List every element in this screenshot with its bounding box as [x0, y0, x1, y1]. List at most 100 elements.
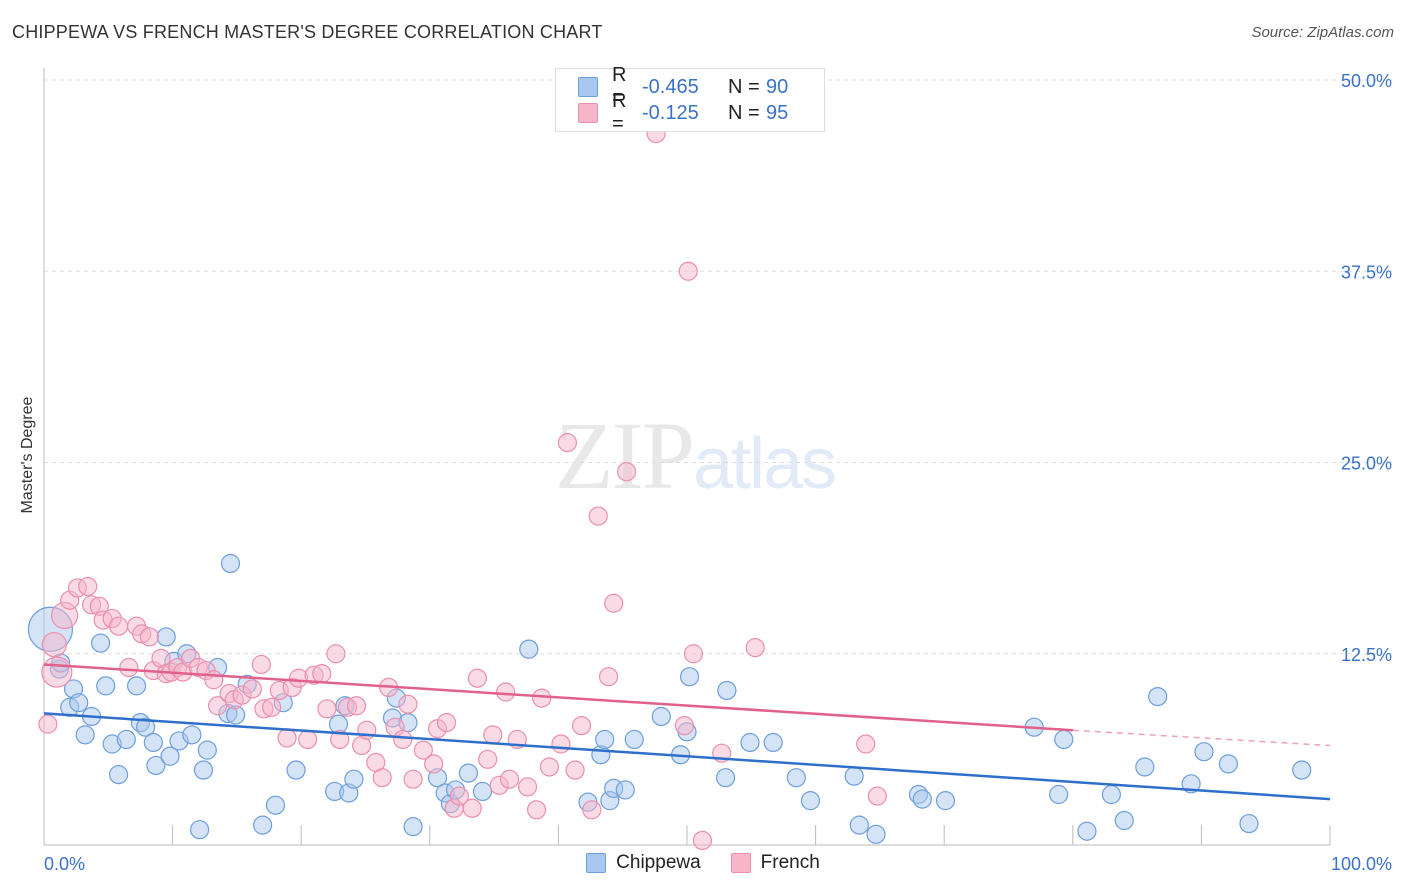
- french-point: [262, 697, 282, 717]
- french-point: [242, 679, 262, 699]
- french-point: [604, 593, 624, 613]
- y-tick-label: 37.5%: [1341, 262, 1392, 282]
- chippewa-point: [126, 676, 147, 696]
- r-value: -0.125: [642, 101, 699, 124]
- chippewa-point: [844, 766, 864, 786]
- chippewa-point: [146, 755, 166, 776]
- legend-series: Chippewa French: [0, 852, 1406, 874]
- chippewa-point: [1239, 813, 1259, 834]
- chippewa-point: [1135, 757, 1155, 777]
- french-point: [436, 712, 457, 733]
- french-point: [78, 576, 98, 597]
- chippewa-point: [615, 780, 635, 800]
- r-label: R =: [612, 64, 627, 109]
- chippewa-point: [715, 768, 736, 788]
- chippewa-point: [679, 667, 700, 687]
- legend-row-french: R = -0.125 N = 95: [578, 90, 789, 135]
- chippewa-point: [472, 781, 493, 802]
- french-point: [208, 696, 228, 716]
- chippewa-point: [763, 732, 783, 753]
- french-point: [692, 830, 713, 851]
- french-swatch: [730, 853, 751, 873]
- chippewa-point: [595, 729, 615, 750]
- french-point: [372, 768, 392, 788]
- french-point: [326, 644, 346, 664]
- french-point: [478, 749, 498, 769]
- french-point: [517, 777, 538, 797]
- chippewa-point: [717, 680, 737, 701]
- french-point: [683, 644, 704, 664]
- chippewa-point: [740, 732, 760, 753]
- chart-title: CHIPPEWA VS FRENCH MASTER'S DEGREE CORRE…: [12, 22, 603, 42]
- chippewa-point: [849, 815, 869, 835]
- french-point: [251, 654, 271, 675]
- chippewa-point: [800, 791, 821, 811]
- french-point: [674, 716, 695, 736]
- watermark-atlas: atlas: [693, 424, 837, 504]
- french-point: [526, 800, 547, 820]
- y-tick-label: 12.5%: [1341, 645, 1392, 665]
- chippewa-point: [96, 676, 116, 696]
- chippewa-point: [75, 725, 95, 745]
- chippewa-point: [344, 769, 364, 789]
- french-point: [139, 627, 160, 647]
- r-label: R =: [612, 90, 627, 135]
- x-tick-label: 0.0%: [44, 854, 85, 874]
- chippewa-point: [624, 729, 644, 750]
- french-point: [467, 668, 487, 688]
- french-point: [398, 694, 418, 714]
- watermark-zip: ZIP: [555, 402, 695, 509]
- french-point: [483, 725, 503, 745]
- french-point: [565, 760, 585, 780]
- r-value: -0.465: [642, 75, 699, 98]
- chippewa-point: [786, 768, 806, 788]
- chippewa-point: [220, 553, 241, 574]
- french-point: [330, 729, 350, 750]
- chippewa-point: [935, 791, 956, 811]
- chippewa-point: [519, 639, 539, 659]
- chippewa-point: [143, 732, 163, 753]
- french-point: [678, 261, 698, 281]
- chippewa-point: [265, 795, 286, 815]
- french-point: [289, 668, 309, 688]
- french-point: [41, 656, 73, 688]
- legend-item-french[interactable]: French: [730, 852, 820, 874]
- french-point: [277, 728, 297, 748]
- chippewa-point: [286, 760, 306, 780]
- french-point: [571, 716, 592, 736]
- chippewa-point: [1218, 754, 1239, 774]
- n-value: 95: [766, 101, 789, 124]
- chart-source: Source: ZipAtlas.com: [1251, 24, 1394, 41]
- french-point: [539, 757, 559, 777]
- chippewa-point: [116, 729, 136, 750]
- chippewa-point: [1049, 784, 1069, 805]
- chippewa-point: [193, 760, 214, 780]
- french-point: [867, 786, 887, 806]
- legend-item-chippewa[interactable]: Chippewa: [586, 852, 701, 874]
- french-point: [403, 769, 423, 789]
- chippewa-point: [866, 824, 886, 844]
- french-trend-extension: [1072, 729, 1331, 747]
- chippewa-point: [190, 820, 210, 840]
- french-point: [38, 714, 58, 734]
- french-point: [616, 462, 637, 482]
- french-point: [582, 800, 602, 820]
- french-point: [317, 699, 337, 719]
- french-point: [856, 734, 876, 754]
- legend-stats: R = -0.465 N = 90 R = -0.125 N = 95: [555, 64, 825, 135]
- french-point: [298, 729, 318, 750]
- french-point: [745, 638, 765, 658]
- n-value: 90: [766, 75, 789, 98]
- chippewa-point: [1292, 760, 1312, 780]
- french-point: [312, 664, 332, 684]
- french-point: [496, 682, 516, 702]
- chippewa-point: [160, 746, 180, 766]
- chippewa-point: [197, 740, 217, 760]
- chippewa-point: [1077, 821, 1097, 841]
- chippewa-point: [108, 765, 129, 785]
- chippewa-point: [135, 717, 156, 737]
- french-point: [346, 696, 367, 716]
- french-swatch: [578, 103, 598, 123]
- french-point: [413, 740, 433, 760]
- french-point: [462, 798, 482, 818]
